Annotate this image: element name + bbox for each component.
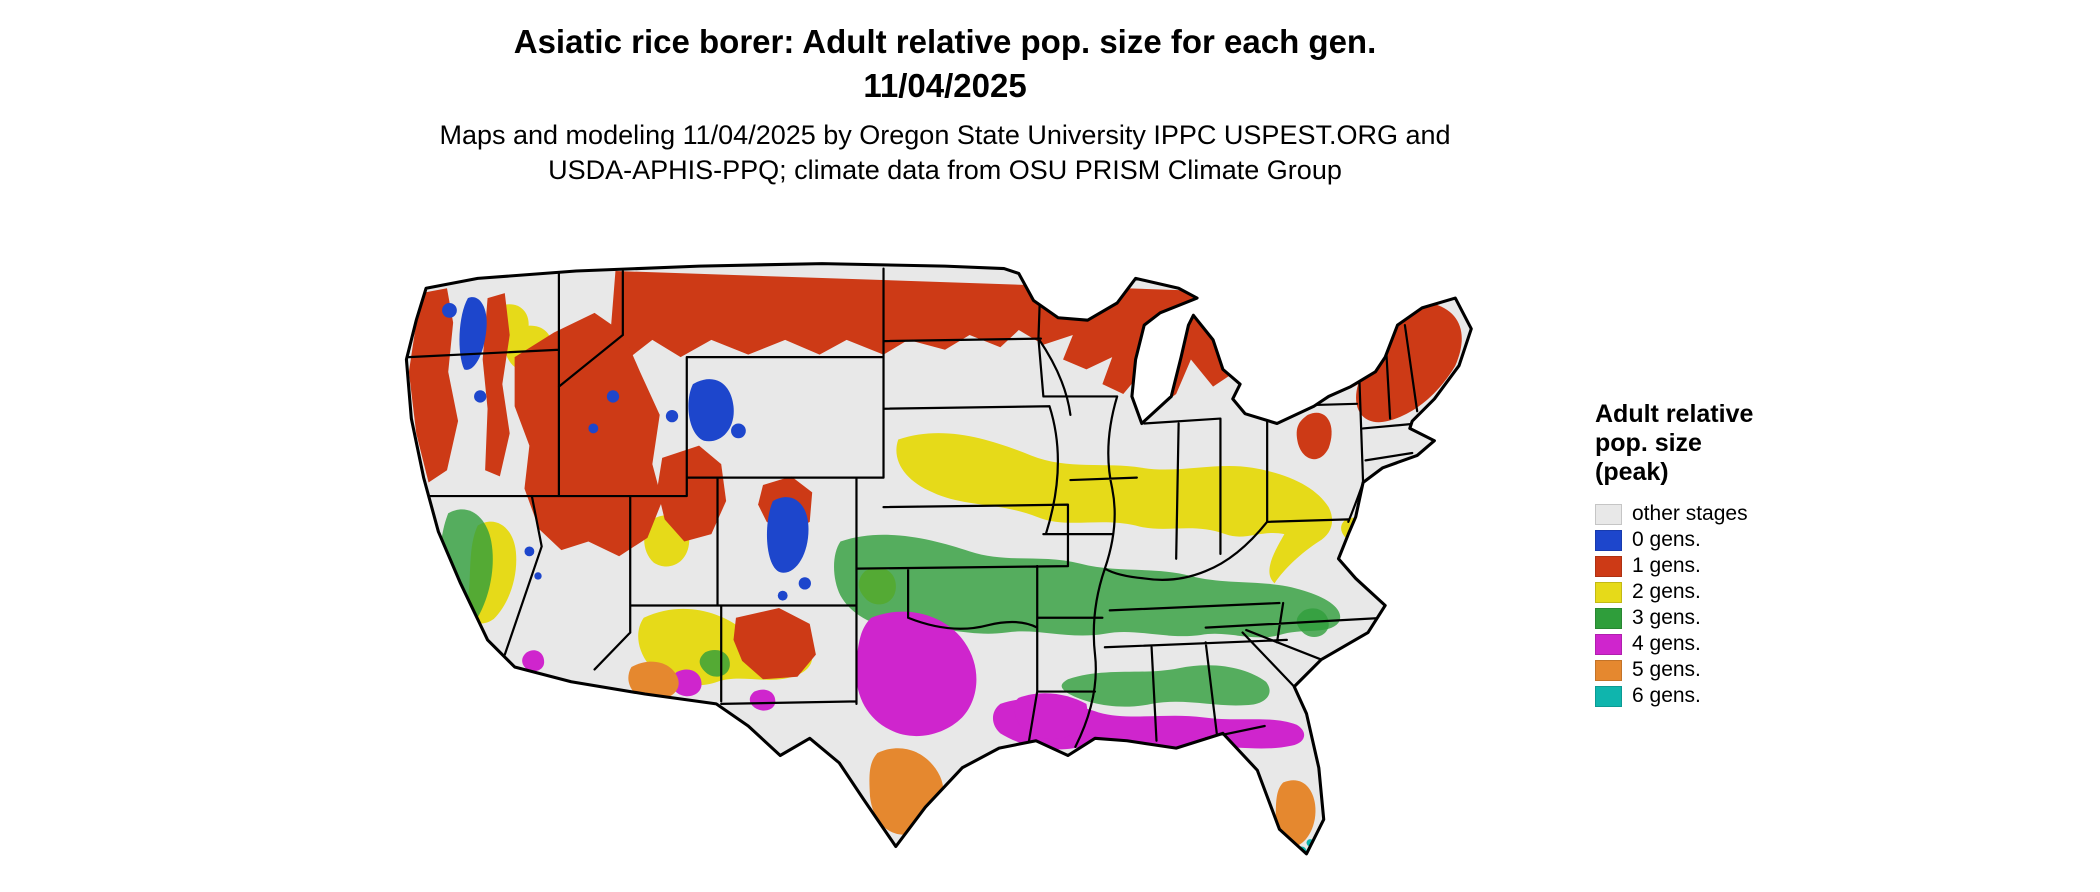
legend-item-label: 6 gens. [1632,684,1701,707]
legend-item: 0 gens. [1595,527,1925,553]
legend-item-label: 4 gens. [1632,632,1701,655]
gen0-regions [442,297,811,601]
legend: Adult relative pop. size (peak) other st… [1595,400,1925,709]
legend-item-label: 2 gens. [1632,580,1701,603]
legend-swatch [1595,659,1622,681]
legend-item: 6 gens. [1595,683,1925,709]
map-subtitle-line2: USDA-APHIS-PPQ; climate data from OSU PR… [548,155,1342,185]
legend-item: 3 gens. [1595,605,1925,631]
legend-title-line1: Adult relative [1595,400,1754,428]
legend-title-line2: pop. size [1595,429,1702,457]
map-subtitle: Maps and modeling 11/04/2025 by Oregon S… [0,118,1890,188]
legend-swatch [1595,581,1622,603]
legend-swatch [1595,633,1622,655]
legend-item: 2 gens. [1595,579,1925,605]
legend-title: Adult relative pop. size (peak) [1595,400,1925,487]
legend-item: 4 gens. [1595,631,1925,657]
gen3-regions [439,509,1341,707]
legend-item-label: 3 gens. [1632,606,1701,629]
legend-swatch [1595,607,1622,629]
legend-item: 1 gens. [1595,553,1925,579]
legend-item: other stages [1595,501,1925,527]
legend-item-label: other stages [1632,502,1748,525]
legend-swatch [1595,529,1622,551]
legend-title-line3: (peak) [1595,458,1669,486]
map-subtitle-line1: Maps and modeling 11/04/2025 by Oregon S… [439,120,1451,150]
legend-swatch [1595,555,1622,577]
legend-item-label: 5 gens. [1632,658,1701,681]
map-title-line1: Asiatic rice borer: Adult relative pop. … [513,23,1377,60]
legend-swatch [1595,685,1622,707]
legend-item: 5 gens. [1595,657,1925,683]
us-generation-map [330,212,1560,876]
legend-item-label: 1 gens. [1632,554,1701,577]
us-map-svg [404,262,1473,856]
legend-items: other stages 0 gens. 1 gens. 2 gens. 3 gens.… [1595,501,1925,709]
header: Asiatic rice borer: Adult relative pop. … [0,20,1890,188]
legend-item-label: 0 gens. [1632,528,1701,551]
us-outline [404,262,1473,856]
map-title-date: 11/04/2025 [863,67,1027,104]
legend-swatch [1595,503,1622,525]
